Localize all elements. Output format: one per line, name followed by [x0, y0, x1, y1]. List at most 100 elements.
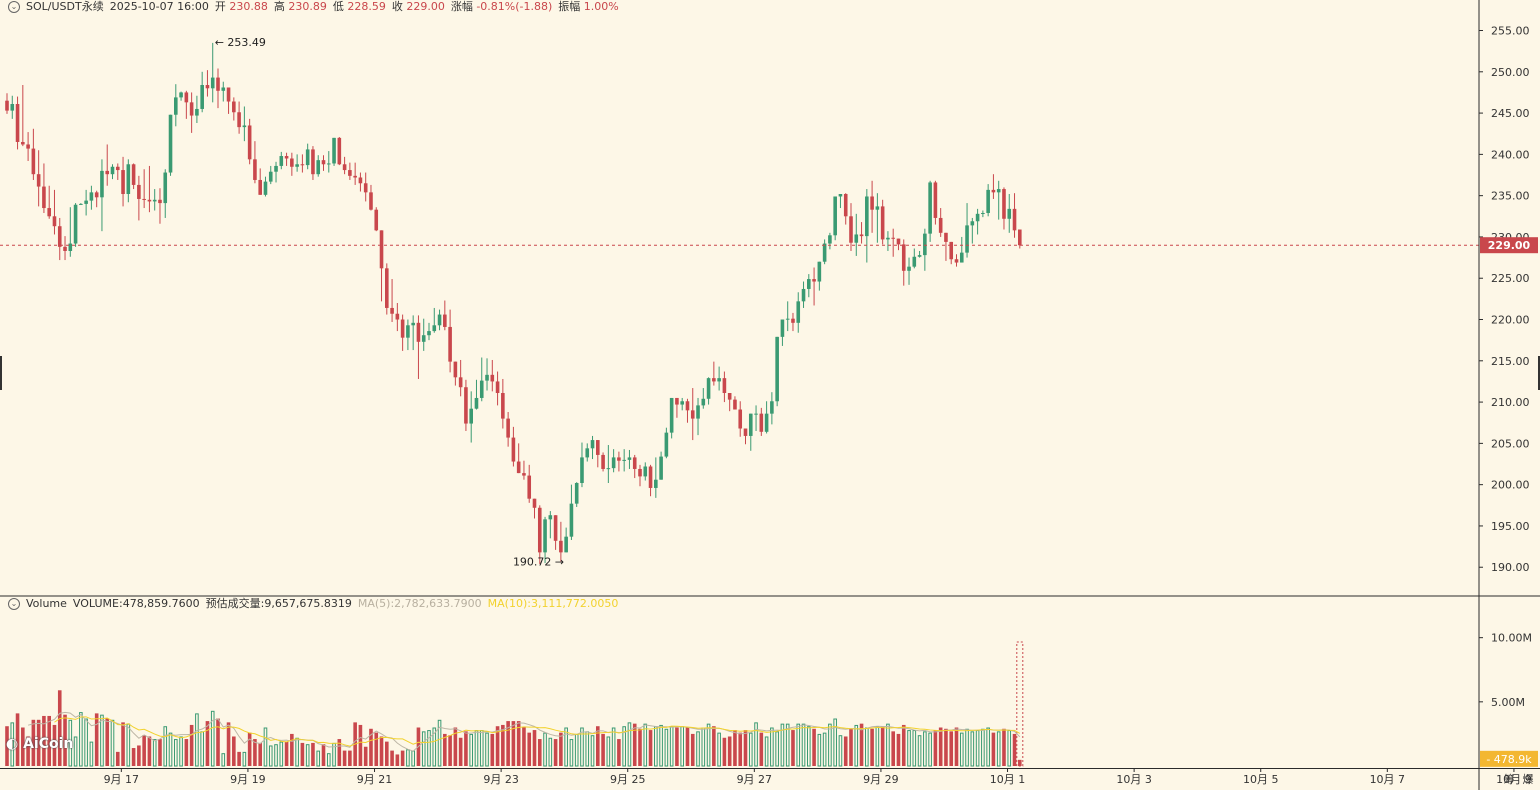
- candle-body: [938, 217, 943, 233]
- price-tick-label: 245.00: [1491, 107, 1530, 120]
- candle-body: [490, 374, 495, 382]
- volume-bar: [632, 723, 637, 766]
- candle-body: [110, 166, 115, 175]
- candle-body: [622, 459, 626, 461]
- candle-body: [295, 164, 299, 167]
- candle-body: [200, 85, 204, 109]
- candle-body: [495, 381, 500, 394]
- candle-body: [944, 232, 948, 242]
- candle-body: [611, 457, 616, 469]
- candle-body: [247, 125, 252, 160]
- volume-bar: [57, 690, 62, 766]
- candle-body: [432, 325, 437, 332]
- volume-bar: [596, 726, 600, 766]
- volume-bar: [569, 739, 574, 767]
- candle-body: [748, 413, 753, 436]
- right-resize-handle[interactable]: [1538, 356, 1540, 390]
- candle-body: [437, 314, 442, 326]
- chips-label: 筹: [1504, 772, 1515, 786]
- candle-body: [537, 507, 542, 553]
- candle-body: [400, 319, 405, 338]
- volume-bar: [770, 727, 774, 767]
- candle-body: [284, 156, 289, 159]
- volume-bar: [717, 732, 721, 767]
- time-tick-label: 10月 1: [990, 773, 1026, 786]
- candle-body: [42, 186, 46, 209]
- volume-bar: [675, 727, 679, 766]
- candle-body: [216, 77, 220, 91]
- current-volume-tag: [1480, 750, 1538, 767]
- candle-body: [84, 200, 88, 204]
- candle-body: [516, 461, 521, 474]
- volume-bar: [342, 750, 347, 766]
- candle-body: [727, 393, 732, 400]
- candle-body: [959, 252, 964, 263]
- volume-bar: [785, 723, 790, 767]
- volume-bar: [648, 730, 653, 766]
- collapse-volume-icon[interactable]: ⌄: [8, 598, 20, 610]
- volume-bar: [754, 722, 758, 767]
- candle-body: [817, 261, 822, 282]
- volume-bar: [152, 739, 157, 767]
- candle-body: [358, 177, 363, 184]
- volume-bar: [321, 744, 326, 766]
- volume-bar: [15, 713, 20, 766]
- candle-body: [764, 413, 769, 432]
- candle-body: [574, 483, 579, 504]
- change-value: -0.81%(-1.88): [476, 0, 553, 13]
- volume-bar: [443, 733, 447, 766]
- candle-body: [290, 158, 294, 167]
- candle-body: [580, 457, 584, 484]
- price-tick-label: 250.00: [1491, 66, 1530, 79]
- candle-body: [991, 189, 996, 193]
- volume-legend: ⌄ Volume VOLUME:478,859.7600 预估成交量:9,657…: [8, 597, 618, 611]
- high-label: 高: [273, 0, 285, 13]
- volume-bar: [358, 724, 363, 766]
- candle-body: [870, 196, 874, 210]
- volume-bar: [817, 733, 822, 767]
- low-value: 228.59: [347, 0, 386, 13]
- candle-body: [833, 196, 837, 236]
- volume-bar: [337, 739, 342, 766]
- candle-body: [342, 164, 347, 171]
- candle-body: [168, 114, 173, 173]
- candle-body: [348, 170, 352, 176]
- candle-body: [26, 144, 30, 149]
- volume-bar: [812, 728, 816, 766]
- volume-bar: [959, 732, 964, 767]
- high-value: 230.89: [288, 0, 327, 13]
- left-resize-handle[interactable]: [0, 356, 2, 390]
- candle-body: [522, 473, 526, 476]
- volume-bar: [131, 748, 136, 766]
- candle-body: [701, 398, 706, 406]
- volume-bar: [727, 736, 732, 766]
- collapse-icon[interactable]: ⌄: [8, 1, 20, 13]
- candle-body: [664, 432, 669, 457]
- candle-body: [406, 325, 410, 338]
- candle-body: [569, 503, 574, 537]
- candle-body: [559, 540, 563, 553]
- volume-bar: [189, 724, 194, 766]
- volume-title[interactable]: Volume: [26, 597, 67, 610]
- price-tick-label: 195.00: [1491, 520, 1530, 533]
- volume-bar: [822, 732, 827, 767]
- time-tick-label: 9月 23: [483, 773, 519, 786]
- volume-bar: [374, 732, 379, 766]
- ma10-value: MA(10):3,111,772.0050: [487, 597, 619, 610]
- volume-bar: [917, 735, 922, 767]
- volume-bar: [696, 731, 700, 767]
- volume-bar: [474, 730, 479, 767]
- candle-body: [126, 164, 131, 195]
- candle-body: [184, 92, 189, 103]
- time-tick-label: 10月 9: [1496, 773, 1532, 786]
- volume-bar: [179, 736, 183, 767]
- volume-bar: [759, 732, 764, 766]
- amplitude-label: 振幅: [558, 0, 581, 13]
- candle-body: [801, 288, 806, 302]
- volume-bar: [31, 719, 36, 766]
- volume-bar: [775, 731, 779, 767]
- volume-bar: [901, 724, 906, 766]
- volume-bar: [79, 712, 83, 767]
- symbol-label[interactable]: SOL/USDT永续: [26, 0, 104, 13]
